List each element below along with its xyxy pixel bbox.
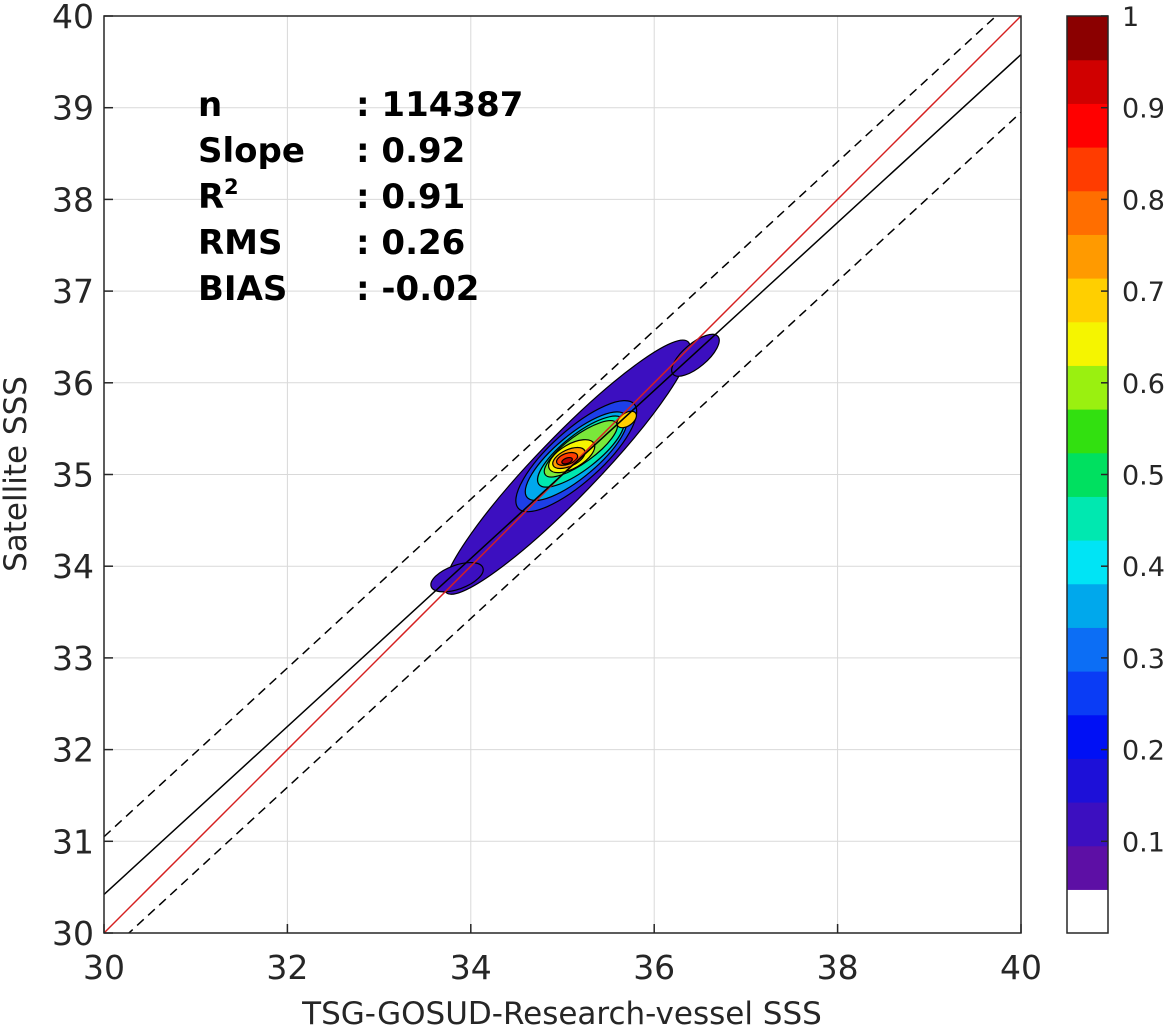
colorbar-segment [1067, 190, 1108, 235]
x-tick-label: 30 [83, 948, 125, 987]
colorbar: 0.1 0.2 0.3 0.4 0.5 0.6 0.7 0.8 0.9 1 [1066, 2, 1165, 934]
stat-value: : 0.26 [356, 223, 465, 263]
colorbar-segment [1067, 234, 1108, 279]
grid-lines [103, 15, 1022, 934]
y-tick-label: 34 [52, 547, 94, 586]
stat-value: : -0.02 [356, 269, 479, 309]
y-axis-ticks: 30 31 32 33 34 35 36 37 38 39 40 [52, 0, 113, 953]
colorbar-segment [1067, 845, 1108, 890]
colorbar-segment [1067, 802, 1108, 847]
colorbar-tick-label: 0.5 [1122, 461, 1165, 492]
colorbar-segment [1067, 889, 1108, 934]
reference-lines [104, 16, 1021, 933]
y-tick-label: 36 [52, 364, 94, 403]
colorbar-tick-label: 0.2 [1122, 736, 1165, 767]
lower-bound-line [127, 111, 1021, 933]
y-tick-label: 31 [52, 822, 94, 861]
stat-label: n [198, 85, 222, 125]
colorbar-segment [1067, 365, 1108, 410]
x-tick-label: 34 [450, 948, 492, 987]
x-tick-label: 32 [266, 948, 308, 987]
y-tick-label: 37 [52, 272, 94, 311]
x-tick-label: 36 [633, 948, 675, 987]
x-tick-label: 40 [1000, 948, 1042, 987]
y-axis-label: Satellite SSS [0, 376, 34, 572]
regression-line [104, 53, 1021, 896]
colorbar-segment [1067, 59, 1108, 104]
y-tick-label: 33 [52, 639, 94, 678]
density-contour-level [430, 561, 484, 593]
y-tick-label: 32 [52, 731, 94, 770]
colorbar-segment [1067, 321, 1108, 366]
stat-label: R [198, 177, 224, 217]
y-tick-label: 30 [52, 914, 94, 953]
colorbar-segment [1067, 16, 1108, 61]
colorbar-tick-label: 0.8 [1122, 185, 1165, 216]
x-axis-ticks: 30 32 34 36 38 40 [83, 924, 1042, 987]
y-tick-label: 35 [52, 456, 94, 495]
stat-value: : 0.92 [356, 131, 465, 171]
colorbar-segment [1067, 409, 1108, 454]
x-tick-label: 38 [817, 948, 859, 987]
stat-value: : 114387 [356, 85, 523, 125]
y-tick-label: 40 [52, 0, 94, 36]
y-tick-label: 38 [52, 180, 94, 219]
colorbar-segment [1067, 147, 1108, 192]
y-tick-label: 39 [52, 89, 94, 128]
colorbar-tick-label: 0.9 [1122, 94, 1165, 125]
colorbar-segment [1067, 103, 1108, 148]
colorbar-segment [1067, 540, 1108, 585]
colorbar-tick-label: 1 [1122, 2, 1139, 33]
statistics-box: n : 114387 Slope : 0.92 R 2 : 0.91 RMS : 0.26 BIA… [198, 85, 523, 309]
stat-superscript: 2 [224, 175, 239, 199]
colorbar-tick-label: 0.6 [1122, 369, 1165, 400]
colorbar-segment [1067, 278, 1108, 323]
stat-label: BIAS [198, 269, 287, 309]
colorbar-tick-label: 0.1 [1122, 827, 1165, 858]
upper-bound-line [104, 16, 998, 838]
stat-value: : 0.91 [356, 177, 465, 217]
colorbar-segment [1067, 627, 1108, 672]
colorbar-segment [1067, 758, 1108, 803]
colorbar-segment [1067, 671, 1108, 716]
stat-label: Slope [198, 131, 305, 171]
stat-label: RMS [198, 223, 283, 263]
colorbar-segment [1067, 714, 1108, 759]
colorbar-tick-label: 0.7 [1122, 277, 1165, 308]
colorbar-segment [1067, 583, 1108, 628]
colorbar-tick-label: 0.4 [1122, 552, 1165, 583]
x-axis-label: TSG-GOSUD-Research-vessel SSS [301, 996, 822, 1028]
colorbar-segment [1067, 496, 1108, 541]
density-contour-level [561, 456, 573, 465]
colorbar-tick-label: 0.3 [1122, 644, 1165, 675]
